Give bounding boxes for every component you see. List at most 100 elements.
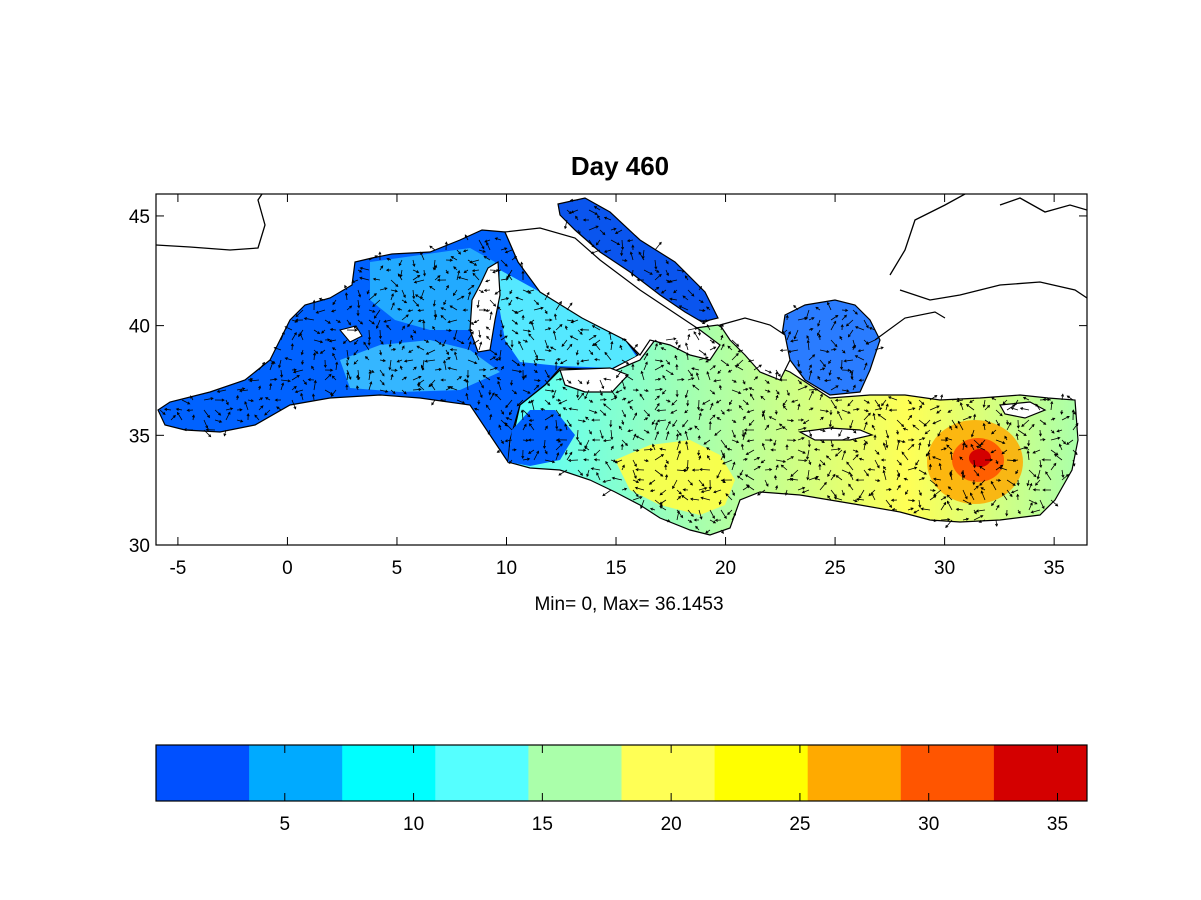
current-arrow xyxy=(740,443,744,451)
current-arrow xyxy=(929,519,937,523)
current-arrow xyxy=(863,399,870,404)
current-arrow xyxy=(924,429,931,435)
current-arrow xyxy=(359,266,370,271)
current-arrow xyxy=(258,385,262,391)
current-arrow xyxy=(830,315,839,321)
current-arrow xyxy=(353,349,359,356)
current-arrow xyxy=(918,442,922,451)
current-arrow xyxy=(494,358,502,362)
current-arrow xyxy=(786,389,790,397)
current-arrow xyxy=(522,329,532,333)
current-arrow xyxy=(660,347,667,351)
current-arrow xyxy=(742,387,749,391)
current-arrow xyxy=(1066,439,1074,445)
current-arrow xyxy=(654,339,663,345)
current-arrow xyxy=(830,489,837,498)
current-arrow xyxy=(346,371,350,381)
current-arrow xyxy=(238,389,249,393)
current-arrow xyxy=(664,474,669,481)
current-arrow xyxy=(885,403,889,411)
current-arrow xyxy=(467,319,475,325)
current-arrow xyxy=(837,410,843,421)
current-arrow xyxy=(577,419,586,423)
current-arrow xyxy=(797,317,808,321)
current-arrow xyxy=(841,368,851,372)
current-arrow xyxy=(1022,396,1030,401)
current-arrow xyxy=(918,499,922,509)
current-arrow xyxy=(436,278,447,282)
current-arrow xyxy=(396,359,403,363)
map-title: Day 460 xyxy=(571,151,669,181)
current-arrow xyxy=(995,478,1002,482)
current-arrow xyxy=(969,399,975,403)
current-arrow xyxy=(1042,398,1052,402)
current-arrow xyxy=(684,430,689,441)
current-arrow xyxy=(665,430,670,441)
current-arrow xyxy=(357,299,361,309)
current-arrow xyxy=(694,425,700,431)
current-arrow xyxy=(901,451,909,461)
current-arrow xyxy=(595,239,601,246)
current-arrow xyxy=(467,284,475,291)
current-arrow xyxy=(186,408,194,412)
current-arrow xyxy=(753,364,762,371)
current-arrow xyxy=(697,435,701,441)
current-arrow xyxy=(768,416,777,421)
current-arrow xyxy=(599,429,604,439)
current-arrow xyxy=(500,319,505,329)
current-arrow xyxy=(432,259,436,271)
current-arrow xyxy=(782,405,788,411)
current-arrow xyxy=(216,389,227,393)
current-arrow xyxy=(698,408,705,412)
current-arrow xyxy=(676,378,685,382)
current-arrow xyxy=(731,419,737,423)
current-arrow xyxy=(691,468,700,472)
current-arrow xyxy=(907,438,915,442)
current-arrow xyxy=(676,489,682,495)
current-arrow xyxy=(1050,499,1059,507)
current-arrow xyxy=(552,330,557,341)
current-arrow xyxy=(401,314,409,321)
current-arrow xyxy=(828,419,832,428)
current-arrow xyxy=(841,489,845,497)
current-arrow xyxy=(1032,449,1041,454)
current-arrow xyxy=(687,519,693,523)
current-arrow xyxy=(225,411,231,421)
current-arrow xyxy=(471,269,480,273)
current-arrow xyxy=(649,507,656,511)
current-arrow xyxy=(567,458,579,462)
current-arrow xyxy=(714,518,722,522)
current-arrow xyxy=(555,419,559,430)
current-arrow xyxy=(500,259,508,267)
current-arrow xyxy=(729,399,733,406)
current-arrow xyxy=(379,369,385,377)
current-arrow xyxy=(280,382,285,391)
current-arrow xyxy=(453,329,458,341)
current-arrow xyxy=(429,245,436,251)
current-arrow xyxy=(998,466,1008,471)
current-arrow xyxy=(830,399,837,410)
current-arrow xyxy=(707,454,711,461)
current-arrow xyxy=(596,472,601,481)
current-arrow xyxy=(412,275,421,281)
current-arrow xyxy=(819,359,826,368)
current-arrow xyxy=(929,395,938,401)
current-arrow xyxy=(368,381,373,391)
current-arrow xyxy=(554,360,558,371)
current-arrow xyxy=(687,369,693,377)
current-arrow xyxy=(401,389,407,395)
current-arrow xyxy=(368,370,372,381)
current-arrow xyxy=(843,359,854,363)
current-arrow xyxy=(588,399,594,403)
current-arrow xyxy=(885,439,889,449)
current-arrow xyxy=(614,229,623,234)
current-arrow xyxy=(775,459,787,463)
current-arrow xyxy=(1028,499,1038,505)
current-arrow xyxy=(863,469,869,477)
current-arrow xyxy=(863,421,868,431)
current-arrow xyxy=(482,374,491,381)
current-arrow xyxy=(827,495,832,501)
current-arrow xyxy=(467,341,472,351)
current-arrow xyxy=(863,412,871,421)
current-arrow xyxy=(790,477,799,482)
